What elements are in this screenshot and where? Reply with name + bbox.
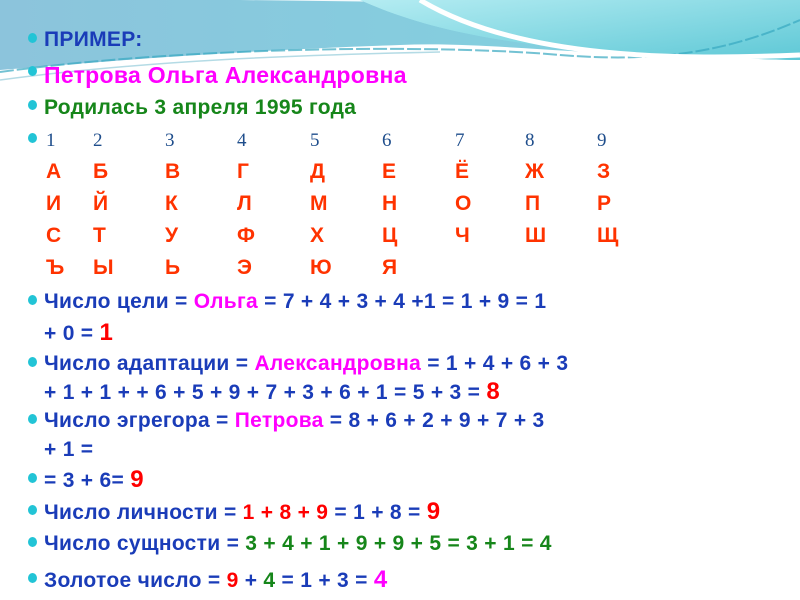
table-number: 3 [165, 130, 175, 151]
calculation-segment: = 1 + 8 = [328, 501, 427, 524]
table-letter: Ч [455, 224, 470, 247]
table-letter: С [46, 224, 62, 247]
wave-decoration [0, 0, 800, 81]
bullet-icon [28, 505, 37, 515]
table-letter: Ы [93, 256, 114, 279]
table-letter: Я [382, 256, 398, 279]
table-number: 9 [597, 130, 607, 151]
calculation-segment: Петрова [234, 409, 324, 432]
person-name: Петрова Ольга Александровна [44, 62, 407, 88]
table-letter: В [165, 160, 181, 183]
table-letter: Й [93, 192, 109, 215]
table-letter: К [165, 192, 178, 215]
table-letter: Л [237, 192, 252, 215]
calculation-segment: = 7 + 4 + 3 + 4 +1 = 1 + 9 = 1 [257, 290, 547, 313]
table-letter: Щ [597, 224, 619, 247]
calculation-line: Число личности = 1 + 8 + 9 = 1 + 8 = 9 [44, 499, 440, 526]
calculation-segment: = 1 + 4 + 6 + 3 [421, 352, 569, 375]
calculation-segment: Число личности = [44, 501, 243, 524]
calculation-line: Золотое число = 9 + 4 = 1 + 3 = 4 [44, 567, 388, 594]
bullet-icon [28, 66, 37, 76]
bullet-icon [28, 100, 37, 110]
calculation-segment: Ольга [193, 290, 258, 313]
table-letter: Ц [382, 224, 398, 247]
table-letter: Б [93, 160, 109, 183]
calculation-line: + 1 + 1 + + 6 + 5 + 9 + 7 + 3 + 6 + 1 = … [44, 379, 500, 406]
table-letter: Ш [525, 224, 547, 247]
bullet-icon [28, 357, 37, 367]
calculation-segment: + 1 + 1 + + 6 + 5 + 9 + 7 + 3 + 6 + 1 = … [44, 381, 487, 404]
calculation-segment: 1 [99, 319, 114, 346]
bullet-icon [28, 537, 37, 547]
table-letter: Э [237, 256, 252, 279]
calculation-segment: Число эгрегора = [44, 409, 235, 432]
table-number: 2 [93, 130, 103, 151]
calculation-segment: Александровна [254, 352, 422, 375]
table-letter: А [46, 160, 62, 183]
bullet-icon [28, 573, 37, 583]
table-letter: Ъ [46, 256, 65, 279]
calculation-segment: 4 [263, 569, 276, 592]
table-number: 8 [525, 130, 535, 151]
table-letter: М [310, 192, 328, 215]
table-letter: Ю [310, 256, 332, 279]
calculation-segment: Золотое число = [44, 569, 227, 592]
table-letter: У [165, 224, 179, 247]
table-letter: Ф [237, 224, 255, 247]
calculation-line: + 0 = 1 [44, 320, 113, 347]
calculation-segment: = 8 + 6 + 2 + 9 + 7 + 3 [323, 409, 545, 432]
table-letter: Ж [525, 160, 544, 183]
table-letter: Х [310, 224, 325, 247]
table-letter: З [597, 160, 611, 183]
birth-date: Родилась 3 апреля 1995 года [44, 96, 357, 119]
table-letter: П [525, 192, 541, 215]
calculation-line: Число адаптации = Александровна = 1 + 4 … [44, 351, 568, 377]
table-number: 4 [237, 130, 247, 151]
calculation-segment: 3 + 4 + 1 + 9 + 9 + 5 = 3 + 1 = 4 [245, 532, 552, 555]
calculation-segment: = 1 + 3 = [275, 569, 374, 592]
table-letter: Е [382, 160, 397, 183]
table-letter: И [46, 192, 62, 215]
calculation-line: = 3 + 6= 9 [44, 467, 144, 494]
table-letter: Ь [165, 256, 181, 279]
bullet-icon [28, 295, 37, 305]
calculation-line: Число эгрегора = Петрова = 8 + 6 + 2 + 9… [44, 408, 545, 434]
calculation-segment: Число цели = [44, 290, 194, 313]
calculation-segment: Число адаптации = [44, 352, 255, 375]
example-heading: ПРИМЕР: [44, 28, 143, 51]
table-number: 6 [382, 130, 392, 151]
table-letter: Д [310, 160, 325, 183]
table-number: 5 [310, 130, 320, 151]
calculation-segment: 4 [373, 566, 388, 593]
table-letter: Ё [455, 160, 470, 183]
table-letter: Т [93, 224, 106, 247]
calculation-segment: + [238, 569, 264, 592]
bullet-icon [28, 473, 37, 483]
table-letter: Г [237, 160, 249, 183]
table-letter: Р [597, 192, 612, 215]
table-number: 7 [455, 130, 465, 151]
calculation-segment: + 0 = [44, 322, 100, 345]
table-letter: О [455, 192, 472, 215]
calculation-segment: 9 [426, 498, 441, 525]
bullet-icon [28, 33, 37, 43]
calculation-segment: 9 [226, 569, 239, 592]
calculation-segment: = 3 + 6= [44, 469, 131, 492]
calculation-segment: 8 [486, 378, 500, 405]
calculation-segment: 1 + 8 + 9 [242, 501, 329, 524]
bullet-icon [28, 414, 37, 424]
calculation-line: + 1 = [44, 437, 93, 463]
table-letter: Н [382, 192, 398, 215]
calculation-segment: 9 [130, 466, 144, 493]
calculation-segment: Число сущности = [44, 532, 246, 555]
bullet-icon [28, 133, 37, 143]
calculation-line: Число сущности = 3 + 4 + 1 + 9 + 9 + 5 =… [44, 531, 552, 557]
calculation-line: Число цели = Ольга = 7 + 4 + 3 + 4 +1 = … [44, 289, 546, 315]
table-number: 1 [46, 130, 56, 151]
calculation-segment: + 1 = [44, 438, 94, 461]
